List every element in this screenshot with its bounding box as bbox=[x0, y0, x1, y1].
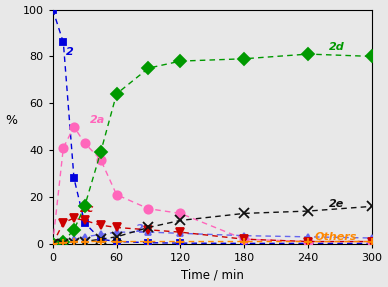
Text: Others: Others bbox=[315, 232, 357, 242]
Text: 2e: 2e bbox=[329, 199, 345, 209]
Text: 2c: 2c bbox=[80, 204, 95, 214]
Text: 2a: 2a bbox=[90, 115, 105, 125]
Text: 2b: 2b bbox=[136, 224, 151, 234]
Y-axis label: %: % bbox=[5, 114, 17, 127]
Text: 2: 2 bbox=[66, 47, 73, 57]
X-axis label: Time / min: Time / min bbox=[181, 268, 244, 282]
Text: 2d: 2d bbox=[329, 42, 345, 52]
